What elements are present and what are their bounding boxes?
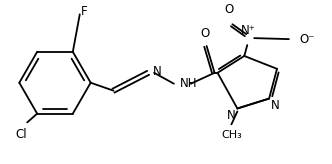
Text: Cl: Cl: [16, 128, 27, 141]
Text: N⁺: N⁺: [241, 24, 256, 37]
Text: O: O: [225, 3, 234, 16]
Text: NH: NH: [180, 77, 198, 90]
Text: F: F: [80, 5, 87, 18]
Text: N: N: [153, 65, 162, 78]
Text: CH₃: CH₃: [221, 130, 242, 140]
Text: O: O: [200, 27, 209, 40]
Text: N: N: [271, 99, 280, 112]
Text: O⁻: O⁻: [300, 33, 315, 46]
Text: N: N: [227, 109, 235, 122]
